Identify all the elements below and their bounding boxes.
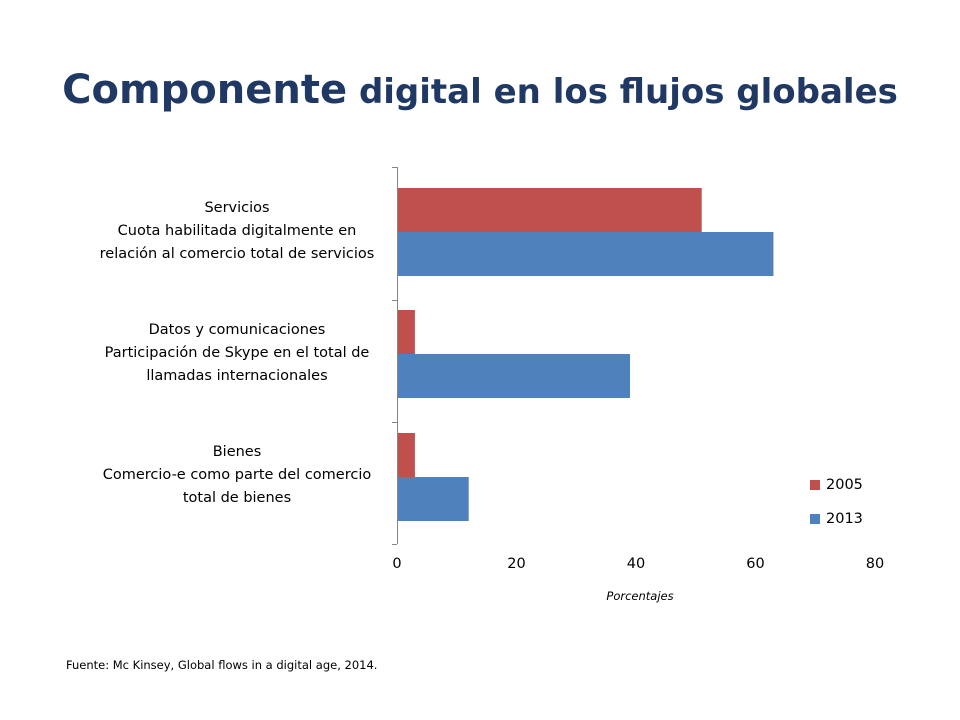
legend-swatch — [810, 514, 820, 524]
x-tick-label: 60 — [746, 556, 764, 572]
category-label-line: total de bienes — [182, 490, 292, 506]
category-label-line: Bienes — [212, 444, 262, 460]
category-label-line: Comercio-e como parte del comercio — [102, 467, 372, 483]
category-label-line: Servicios — [204, 200, 270, 216]
x-tick-label: 80 — [866, 556, 884, 572]
category-label-datos: Datos y comunicaciones Participación de … — [87, 319, 387, 388]
bar-2005-cat-2 — [397, 433, 415, 477]
legend-label: 2005 — [826, 477, 863, 493]
bar-2013-cat-1 — [397, 354, 631, 398]
x-tick-label: 0 — [392, 556, 401, 572]
x-tick-label: 40 — [627, 556, 645, 572]
legend-swatch — [810, 480, 820, 490]
category-label-line: Cuota habilitada digitalmente en — [117, 223, 357, 239]
category-label-line: llamadas internacionales — [146, 368, 328, 384]
x-axis-label: Porcentajes — [606, 589, 674, 603]
legend-label: 2013 — [826, 511, 863, 527]
category-label-servicios: Servicios Cuota habilitada digitalmente … — [87, 197, 387, 266]
bar-2005-cat-1 — [397, 310, 415, 354]
category-label-line: Datos y comunicaciones — [148, 322, 326, 338]
category-label-line: Participación de Skype en el total de — [104, 345, 370, 361]
bar-2013-cat-0 — [397, 232, 774, 276]
category-label-line: relación al comercio total de servicios — [99, 246, 375, 262]
bar-2005-cat-0 — [397, 188, 702, 232]
source-note: Fuente: Mc Kinsey, Global flows in a dig… — [66, 658, 378, 672]
title-rest: digital en los flujos globales — [358, 72, 898, 112]
category-label-bienes: Bienes Comercio-e como parte del comerci… — [87, 441, 387, 510]
title-bold-word: Componente — [62, 67, 348, 113]
page-title: Componente digital en los flujos globale… — [0, 66, 960, 116]
x-tick-label: 20 — [507, 556, 525, 572]
bar-2013-cat-2 — [397, 477, 469, 521]
